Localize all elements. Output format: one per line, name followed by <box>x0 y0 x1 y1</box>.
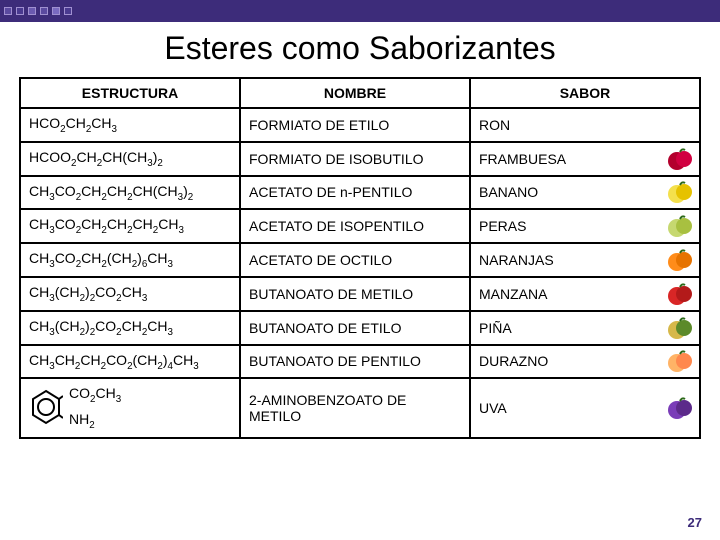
cell-structure: CH3(CH2)2CO2CH2CH3 <box>20 311 240 345</box>
accent-square <box>52 7 60 15</box>
cell-flavor: DURAZNO <box>470 345 700 379</box>
header-name: NOMBRE <box>240 78 470 108</box>
table-row: HCO2CH2CH3FORMIATO DE ETILORON <box>20 108 700 142</box>
accent-square <box>4 7 12 15</box>
cell-flavor: NARANJAS <box>470 243 700 277</box>
fruit-icon <box>665 179 695 205</box>
cell-name: BUTANOATO DE PENTILO <box>240 345 470 379</box>
table-row: CH3(CH2)2CO2CH2CH3BUTANOATO DE ETILOPIÑA <box>20 311 700 345</box>
header-flavor: SABOR <box>470 78 700 108</box>
cell-flavor: UVA <box>470 378 700 438</box>
cell-structure: CO2CH3 NH2 <box>20 378 240 438</box>
cell-name: ACETATO DE OCTILO <box>240 243 470 277</box>
top-accent-bar <box>0 0 720 22</box>
cell-name: FORMIATO DE ETILO <box>240 108 470 142</box>
cell-name: ACETATO DE n-PENTILO <box>240 176 470 210</box>
fruit-icon <box>665 395 695 421</box>
cell-structure: HCO2CH2CH3 <box>20 108 240 142</box>
accent-square <box>28 7 36 15</box>
cell-structure: CH3CO2CH2(CH2)6CH3 <box>20 243 240 277</box>
fruit-icon <box>665 247 695 273</box>
cell-flavor: PERAS <box>470 209 700 243</box>
cell-structure: CH3CO2CH2CH2CH(CH3)2 <box>20 176 240 210</box>
cell-flavor: FRAMBUESA <box>470 142 700 176</box>
slide-title: Esteres como Saborizantes <box>0 22 720 77</box>
cell-flavor: MANZANA <box>470 277 700 311</box>
accent-square <box>16 7 24 15</box>
cell-structure: CH3CH2CH2CO2(CH2)4CH3 <box>20 345 240 379</box>
cell-structure: CH3(CH2)2CO2CH3 <box>20 277 240 311</box>
table-row: CH3CO2CH2CH2CH2CH3ACETATO DE ISOPENTILOP… <box>20 209 700 243</box>
cell-flavor: BANANO <box>470 176 700 210</box>
cell-name: BUTANOATO DE ETILO <box>240 311 470 345</box>
fruit-icon <box>665 146 695 172</box>
structure-sub-top: CO2CH3 <box>69 385 121 405</box>
table-body: HCO2CH2CH3FORMIATO DE ETILORONHCOO2CH2CH… <box>20 108 700 438</box>
fruit-icon <box>665 281 695 307</box>
cell-name: 2-AMINOBENZOATO DE METILO <box>240 378 470 438</box>
cell-structure: HCOO2CH2CH(CH3)2 <box>20 142 240 176</box>
header-structure: ESTRUCTURA <box>20 78 240 108</box>
accent-square <box>40 7 48 15</box>
cell-structure: CH3CO2CH2CH2CH2CH3 <box>20 209 240 243</box>
benzene-ring-icon <box>29 388 63 428</box>
table-row: HCOO2CH2CH(CH3)2FORMIATO DE ISOBUTILOFRA… <box>20 142 700 176</box>
fruit-icon <box>665 213 695 239</box>
structure-sub-bottom: NH2 <box>69 411 121 431</box>
esters-table: ESTRUCTURA NOMBRE SABOR HCO2CH2CH3FORMIA… <box>19 77 701 439</box>
cell-flavor: RON <box>470 108 700 142</box>
fruit-icon <box>665 315 695 341</box>
table-row: CH3(CH2)2CO2CH3BUTANOATO DE METILOMANZAN… <box>20 277 700 311</box>
table-row: CH3CO2CH2CH2CH(CH3)2ACETATO DE n-PENTILO… <box>20 176 700 210</box>
accent-square <box>64 7 72 15</box>
table-row: CH3CH2CH2CO2(CH2)4CH3BUTANOATO DE PENTIL… <box>20 345 700 379</box>
cell-flavor: PIÑA <box>470 311 700 345</box>
fruit-icon <box>665 348 695 374</box>
cell-name: BUTANOATO DE METILO <box>240 277 470 311</box>
cell-name: ACETATO DE ISOPENTILO <box>240 209 470 243</box>
cell-name: FORMIATO DE ISOBUTILO <box>240 142 470 176</box>
page-number: 27 <box>688 515 702 530</box>
table-row: CH3CO2CH2(CH2)6CH3ACETATO DE OCTILONARAN… <box>20 243 700 277</box>
table-row: CO2CH3 NH2 2-AMINOBENZOATO DE METILOUVA <box>20 378 700 438</box>
table-header-row: ESTRUCTURA NOMBRE SABOR <box>20 78 700 108</box>
